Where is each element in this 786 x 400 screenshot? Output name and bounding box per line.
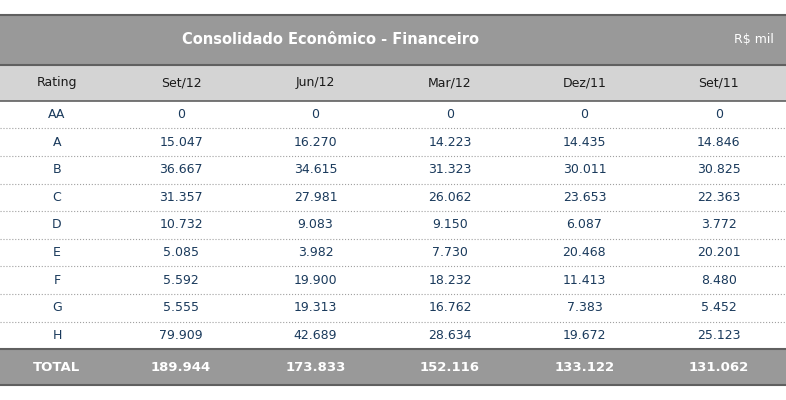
- Text: 31.323: 31.323: [428, 163, 472, 176]
- Text: 131.062: 131.062: [689, 361, 749, 374]
- Text: 0: 0: [580, 108, 589, 121]
- Text: 0: 0: [714, 108, 723, 121]
- Text: Jun/12: Jun/12: [296, 76, 336, 89]
- Text: 18.232: 18.232: [428, 274, 472, 287]
- Text: 7.383: 7.383: [567, 301, 602, 314]
- Bar: [0, 65, 786, 101]
- Text: Dez/11: Dez/11: [563, 76, 606, 89]
- Text: 28.634: 28.634: [428, 329, 472, 342]
- Text: 42.689: 42.689: [294, 329, 337, 342]
- Text: 19.900: 19.900: [294, 274, 337, 287]
- Text: 8.480: 8.480: [701, 274, 736, 287]
- Text: 0: 0: [311, 108, 320, 121]
- Bar: [0, 322, 786, 349]
- Text: B: B: [53, 163, 61, 176]
- Bar: [0, 128, 786, 156]
- Text: 20.201: 20.201: [697, 246, 740, 259]
- Text: 14.846: 14.846: [697, 136, 740, 149]
- Text: 30.825: 30.825: [697, 163, 740, 176]
- Text: Set/12: Set/12: [161, 76, 201, 89]
- Text: 5.592: 5.592: [163, 274, 199, 287]
- Text: 3.772: 3.772: [701, 218, 736, 232]
- Text: TOTAL: TOTAL: [33, 361, 81, 374]
- Text: 36.667: 36.667: [160, 163, 203, 176]
- Text: 79.909: 79.909: [160, 329, 203, 342]
- Text: 0: 0: [177, 108, 185, 121]
- Text: 15.047: 15.047: [160, 136, 203, 149]
- Text: Consolidado Econômico - Financeiro: Consolidado Econômico - Financeiro: [182, 32, 479, 47]
- Bar: [0, 266, 786, 294]
- Bar: [0, 184, 786, 211]
- Text: 11.413: 11.413: [563, 274, 606, 287]
- Text: AA: AA: [48, 108, 66, 121]
- Text: G: G: [52, 301, 62, 314]
- Text: 22.363: 22.363: [697, 191, 740, 204]
- Text: 9.150: 9.150: [432, 218, 468, 232]
- Text: 26.062: 26.062: [428, 191, 472, 204]
- Text: 19.672: 19.672: [563, 329, 606, 342]
- Text: 3.982: 3.982: [298, 246, 333, 259]
- Text: D: D: [52, 218, 62, 232]
- Text: Set/11: Set/11: [699, 76, 739, 89]
- Bar: [0, 211, 786, 239]
- Text: 14.435: 14.435: [563, 136, 606, 149]
- Text: R$ mil: R$ mil: [734, 33, 774, 46]
- Bar: [0, 101, 786, 128]
- Text: Mar/12: Mar/12: [428, 76, 472, 89]
- Text: E: E: [53, 246, 61, 259]
- Text: A: A: [53, 136, 61, 149]
- Text: 30.011: 30.011: [563, 163, 606, 176]
- Text: 31.357: 31.357: [160, 191, 203, 204]
- Text: 34.615: 34.615: [294, 163, 337, 176]
- Bar: [0, 239, 786, 266]
- Text: 5.085: 5.085: [163, 246, 199, 259]
- Text: Rating: Rating: [37, 76, 77, 89]
- Bar: [0, 156, 786, 184]
- Text: H: H: [53, 329, 61, 342]
- Bar: [0, 15, 786, 65]
- Text: 133.122: 133.122: [554, 361, 615, 374]
- Text: 9.083: 9.083: [298, 218, 333, 232]
- Text: 173.833: 173.833: [285, 361, 346, 374]
- Text: 0: 0: [446, 108, 454, 121]
- Text: 7.730: 7.730: [432, 246, 468, 259]
- Text: 14.223: 14.223: [428, 136, 472, 149]
- Text: 25.123: 25.123: [697, 329, 740, 342]
- Text: 16.762: 16.762: [428, 301, 472, 314]
- Text: 16.270: 16.270: [294, 136, 337, 149]
- Bar: [0, 294, 786, 322]
- Text: 20.468: 20.468: [563, 246, 606, 259]
- Bar: [0, 349, 786, 385]
- Text: 152.116: 152.116: [420, 361, 480, 374]
- Text: F: F: [53, 274, 61, 287]
- Text: 27.981: 27.981: [294, 191, 337, 204]
- Text: 5.555: 5.555: [163, 301, 199, 314]
- Text: 189.944: 189.944: [151, 361, 211, 374]
- Text: C: C: [53, 191, 61, 204]
- Text: 10.732: 10.732: [160, 218, 203, 232]
- Text: 23.653: 23.653: [563, 191, 606, 204]
- Text: 5.452: 5.452: [701, 301, 736, 314]
- Text: 6.087: 6.087: [567, 218, 602, 232]
- Text: 19.313: 19.313: [294, 301, 337, 314]
